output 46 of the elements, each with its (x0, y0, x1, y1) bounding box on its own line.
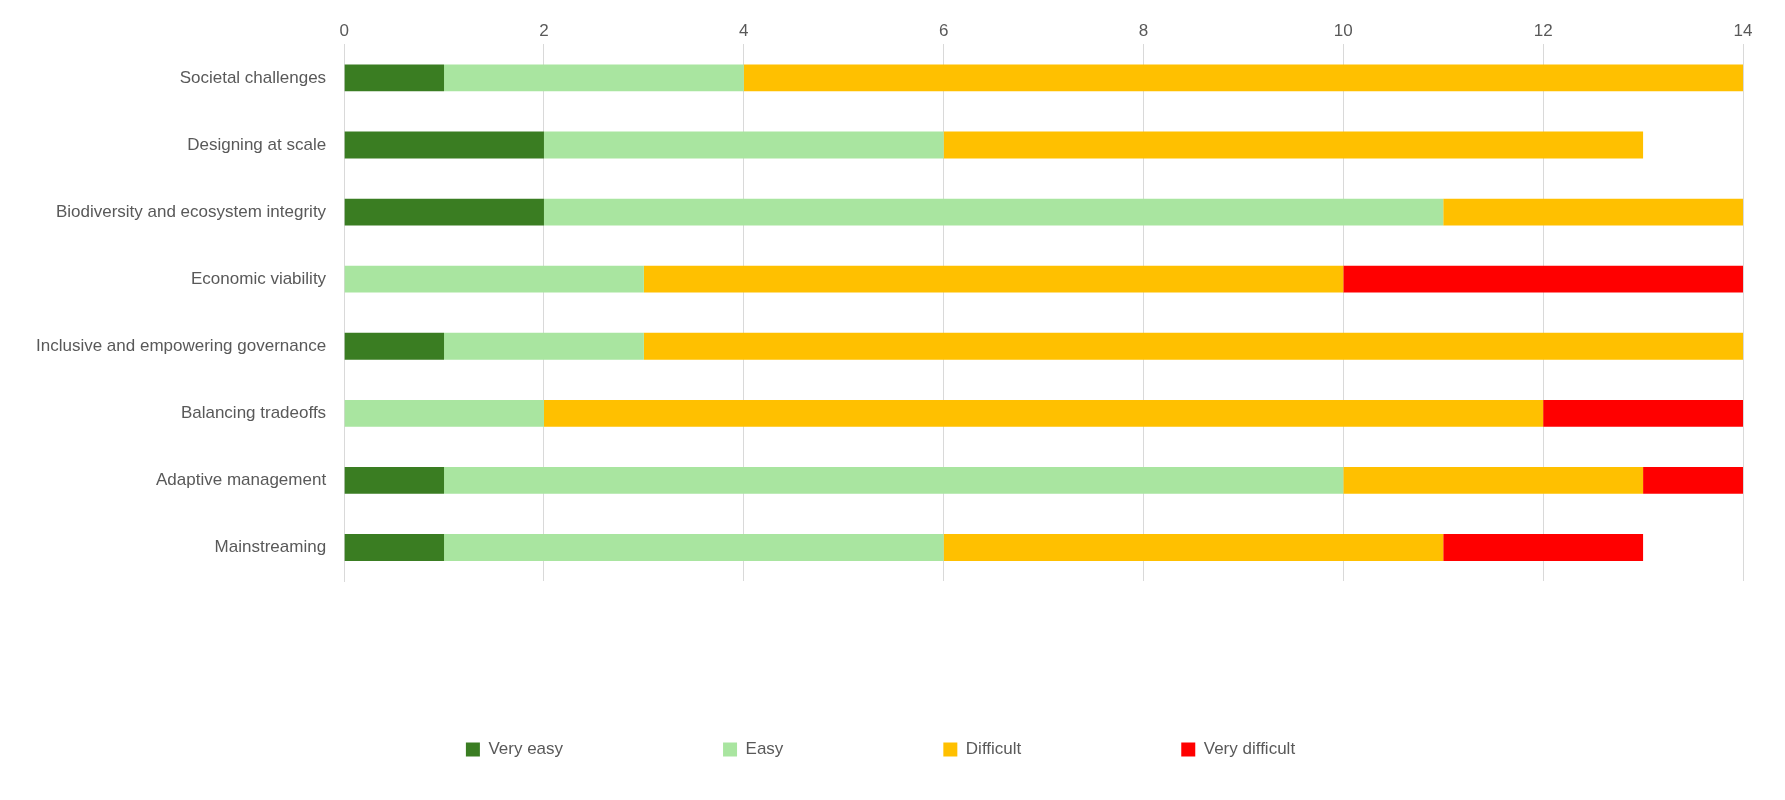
bar (444, 466, 1344, 494)
bar (344, 198, 544, 226)
bar (344, 64, 445, 92)
bar (543, 131, 944, 159)
bar (1343, 265, 1743, 293)
bar (444, 64, 744, 92)
bar (1343, 466, 1644, 494)
y-tick-label: Designing at scale (187, 134, 327, 154)
x-tick-label: 8 (1138, 20, 1149, 40)
bar (344, 265, 644, 293)
x-tick-label: 14 (1733, 20, 1753, 40)
bar (344, 534, 445, 561)
bar (1543, 399, 1743, 427)
y-tick-label: Adaptive management (156, 470, 327, 490)
x-tick-label: 2 (539, 20, 549, 40)
y-tick-label: Societal challenges (179, 67, 327, 87)
bar (344, 399, 544, 427)
x-tick-label: 12 (1533, 20, 1553, 40)
bar (444, 332, 644, 360)
y-tick-label: Inclusive and empowering governance (36, 335, 327, 355)
bar (543, 198, 1444, 226)
legend-label: Difficult (965, 739, 1022, 759)
legend-label: Easy (745, 739, 784, 759)
bar (344, 332, 445, 360)
bar (743, 64, 1743, 92)
bar (943, 131, 1644, 159)
bar (1643, 466, 1743, 494)
bar (1443, 198, 1743, 226)
bar (344, 466, 445, 494)
y-tick-label: Balancing tradeoffs (180, 403, 327, 422)
legend-label: Very difficult (1203, 739, 1296, 759)
y-tick-label: Biodiversity and ecosystem integrity (55, 201, 327, 221)
bar (444, 534, 944, 561)
y-tick-label: Mainstreaming (214, 537, 327, 557)
bar (643, 332, 1743, 360)
legend-label: Very easy (488, 739, 564, 759)
y-tick-label: Economic viability (191, 268, 327, 288)
x-tick-label: 0 (339, 20, 349, 40)
bar (643, 265, 1344, 293)
bar (943, 534, 1444, 561)
x-tick-label: 4 (739, 20, 749, 40)
x-tick-label: 6 (938, 20, 949, 40)
bar (1443, 534, 1644, 561)
bar (344, 131, 544, 159)
x-tick-label: 10 (1333, 20, 1353, 40)
bar (543, 399, 1544, 427)
